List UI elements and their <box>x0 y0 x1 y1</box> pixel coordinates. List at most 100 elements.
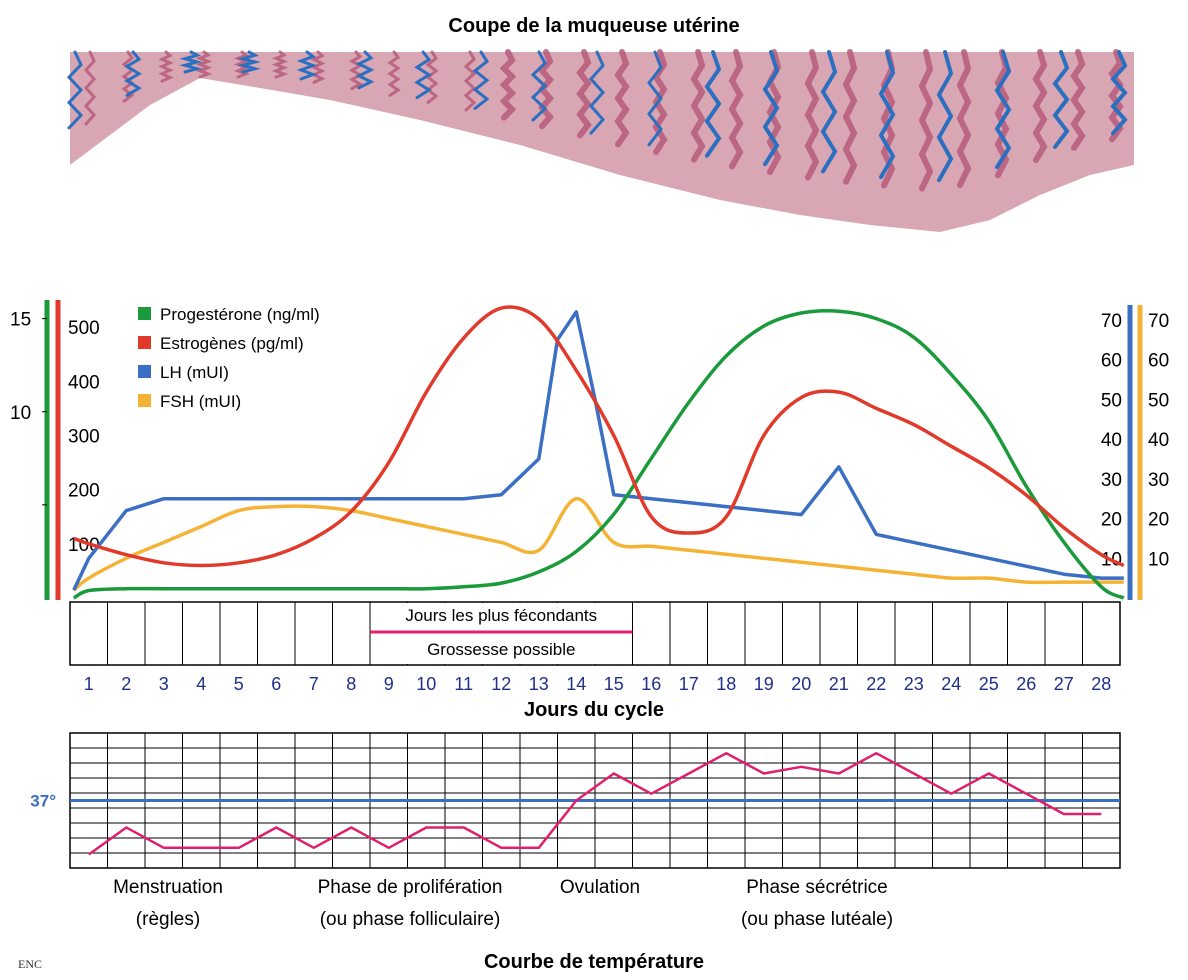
day-label: 13 <box>529 674 549 694</box>
day-label: 8 <box>346 674 356 694</box>
mucosa-gland <box>804 49 820 181</box>
day-label: 1 <box>84 674 94 694</box>
day-label: 5 <box>234 674 244 694</box>
right-outer-tick-label: 40 <box>1148 430 1169 451</box>
temperature-chart: 37° <box>30 732 1121 869</box>
day-label: 7 <box>309 674 319 694</box>
right-outer-tick-label: 20 <box>1148 510 1169 531</box>
hormone-series <box>72 305 1125 600</box>
mucosa-gland <box>576 49 592 139</box>
day-label: 15 <box>604 674 624 694</box>
left-inner-tick-label: 500 <box>68 318 100 339</box>
day-label: 17 <box>679 674 699 694</box>
temperature-grid <box>69 732 1121 869</box>
right-outer-tick-label: 60 <box>1148 351 1169 372</box>
mucosa-vessel <box>936 50 954 183</box>
right-inner-tick-label: 30 <box>1101 470 1122 491</box>
day-label: 14 <box>566 674 586 694</box>
mucosa-vessel <box>355 50 375 90</box>
top-title: Coupe de la muqueuse utérine <box>448 15 739 37</box>
mucosa-vessel <box>530 50 548 122</box>
series-line-fsh <box>72 496 1124 592</box>
mucosa-tissue <box>70 52 1134 232</box>
day-label: 21 <box>829 674 849 694</box>
day-label: 3 <box>159 674 169 694</box>
day-labels: 1 2 3 4 5 6 7 8 9 10 11 12 13 14 15 16 17 18 19 20 21 22 23 24 2… <box>84 674 1112 694</box>
day-label: 22 <box>866 674 886 694</box>
mucosa-gland <box>1070 49 1086 151</box>
left-inner-tick-label: 400 <box>68 372 100 393</box>
enc-logo: ENC <box>18 957 42 971</box>
legend-swatch <box>138 336 151 349</box>
phase-ovulation-line1: Ovulation <box>560 877 640 898</box>
mucosa-vessel <box>66 50 84 130</box>
right-outer-tick-label: 10 <box>1148 549 1169 570</box>
day-label: 26 <box>1016 674 1036 694</box>
mucosa-vessel <box>588 50 606 135</box>
day-label: 12 <box>491 674 511 694</box>
day-label: 10 <box>416 674 436 694</box>
mucosa-vessel <box>179 50 203 74</box>
day-label: 6 <box>271 674 281 694</box>
mucosa-vessel <box>1110 50 1128 136</box>
left-inner-tick-label: 300 <box>68 426 100 447</box>
mucosa-vessel <box>237 50 261 74</box>
mucosa-gland <box>271 50 289 79</box>
mucosa-gland <box>195 50 213 79</box>
day-label: 19 <box>754 674 774 694</box>
mucosa-gland <box>310 50 326 84</box>
day-label: 24 <box>941 674 961 694</box>
left-outer-tick-label: 15 <box>10 310 31 331</box>
legend-swatch <box>138 307 151 320</box>
right-inner-tick-label: 20 <box>1101 510 1122 531</box>
left-inner-tick-label: 200 <box>68 481 100 502</box>
fertility-bottom-label: Grossesse possible <box>427 640 575 659</box>
phase-proliferation-line2: (ou phase folliculaire) <box>320 909 501 930</box>
mucosa-gland <box>614 49 630 148</box>
mucosa-vessel <box>704 50 722 158</box>
mucosa-gland <box>463 50 477 112</box>
series-line-progesterone <box>72 308 1125 600</box>
fertility-top-label: Jours les plus fécondants <box>405 606 597 625</box>
day-grid: Jours les plus fécondants Grossesse poss… <box>69 601 1121 721</box>
day-label: 27 <box>1054 674 1074 694</box>
legend-label-progesterone: Progestérone (ng/ml) <box>160 305 320 324</box>
mucosa-gland <box>842 49 858 185</box>
right-inner-tick-label: 60 <box>1101 351 1122 372</box>
bottom-title: Courbe de température <box>484 951 704 973</box>
right-outer-tick-label: 30 <box>1148 470 1169 491</box>
day-label: 23 <box>904 674 924 694</box>
right-outer-tick-label: 70 <box>1148 311 1169 332</box>
mucosa-vessel <box>414 50 432 100</box>
mucosa-vessel <box>820 50 838 174</box>
hormone-legend: Progestérone (ng/ml) Estrogènes (pg/ml) LH… <box>138 305 320 411</box>
day-label: 2 <box>121 674 131 694</box>
phase-secretory-line2: (ou phase lutéale) <box>741 909 893 930</box>
legend-label-fsh: FSH (mUI) <box>160 392 241 411</box>
left-outer-tick-label: 10 <box>10 403 31 424</box>
mucosa-gland <box>387 50 401 97</box>
mucosa-gland <box>499 49 517 121</box>
right-inner-tick-label: 50 <box>1101 390 1122 411</box>
mucosa-vessel <box>472 50 490 110</box>
mucosa-gland <box>83 50 97 126</box>
mucosa-gland <box>348 50 364 91</box>
legend-swatch <box>138 365 151 378</box>
mucosa-vessel <box>878 50 896 179</box>
phase-proliferation-line1: Phase de prolifération <box>318 877 503 898</box>
mucosa-vessel <box>124 50 142 97</box>
legend-swatch <box>138 394 151 407</box>
mucosa-gland <box>956 49 972 188</box>
x-axis-label: Jours du cycle <box>524 699 664 721</box>
right-inner-tick-label: 70 <box>1101 311 1122 332</box>
mucosa-gland <box>158 50 174 83</box>
mucosa-gland <box>1108 49 1124 143</box>
phase-menstruation-line1: Menstruation <box>113 877 223 898</box>
day-label: 11 <box>454 674 473 694</box>
mucosa-vessel <box>1052 50 1070 149</box>
day-label: 18 <box>716 674 736 694</box>
mucosa-gland <box>728 49 744 170</box>
